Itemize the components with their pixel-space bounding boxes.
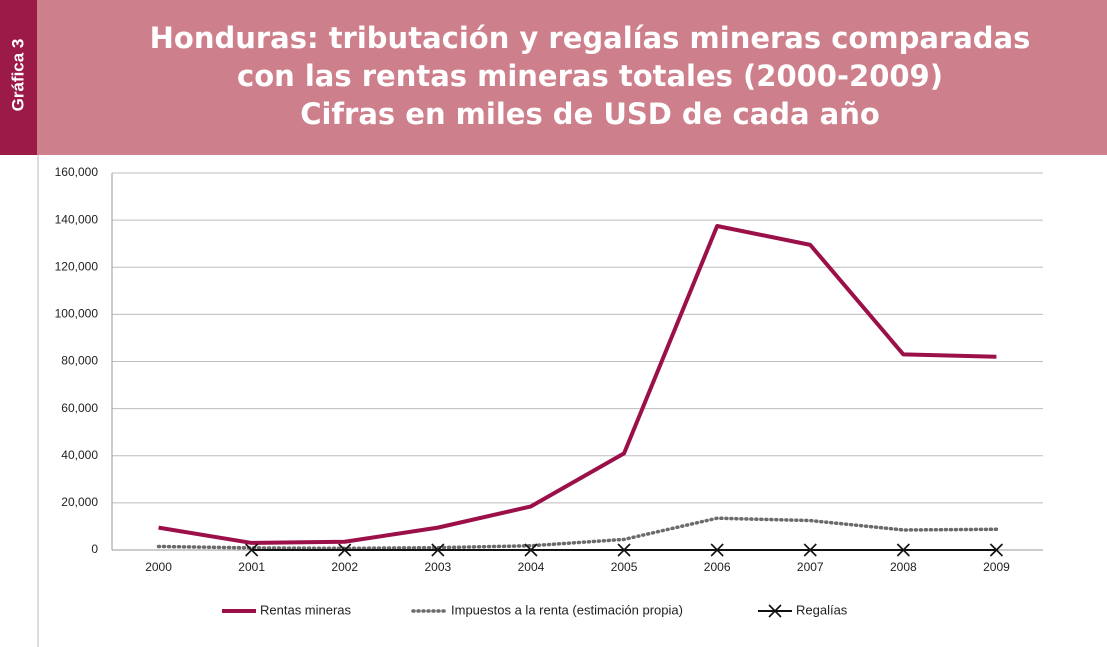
chart-subtitle: Cifras en miles de USD de cada año [300,97,880,131]
badge: Gráfica 3 [8,39,27,112]
series-line [156,516,999,551]
x-tick-label: 2001 [238,560,265,574]
legend-label: Rentas mineras [260,602,352,617]
chart-title: Honduras: tributación y regalías mineras… [150,21,1031,55]
y-tick-label: 40,000 [61,448,98,462]
y-tick-label: 140,000 [55,212,99,226]
y-tick-label: 0 [91,542,98,556]
header-band [0,0,1107,155]
x-tick-label: 2009 [983,560,1010,574]
x-tick-label: 2004 [518,560,545,574]
y-tick-label: 60,000 [61,401,98,415]
y-tick-label: 120,000 [55,259,99,273]
x-tick-label: 2008 [890,560,917,574]
legend-marker [768,604,782,618]
x-tick-label: 2002 [331,560,358,574]
y-tick-label: 20,000 [61,495,98,509]
y-tick-label: 100,000 [55,307,99,321]
legend-label: Impuestos a la renta (estimación propia) [451,602,683,617]
legend-label: Regalías [796,602,848,617]
x-tick-label: 2000 [145,560,172,574]
chart-title: con las rentas mineras totales (2000-200… [237,59,943,93]
badge-tab [0,0,37,155]
y-tick-label: 160,000 [55,165,99,179]
x-tick-label: 2007 [797,560,824,574]
x-tick-label: 2003 [424,560,451,574]
x-tick-label: 2006 [704,560,731,574]
y-tick-label: 80,000 [61,354,98,368]
x-tick-label: 2005 [611,560,638,574]
series-line [158,224,997,545]
